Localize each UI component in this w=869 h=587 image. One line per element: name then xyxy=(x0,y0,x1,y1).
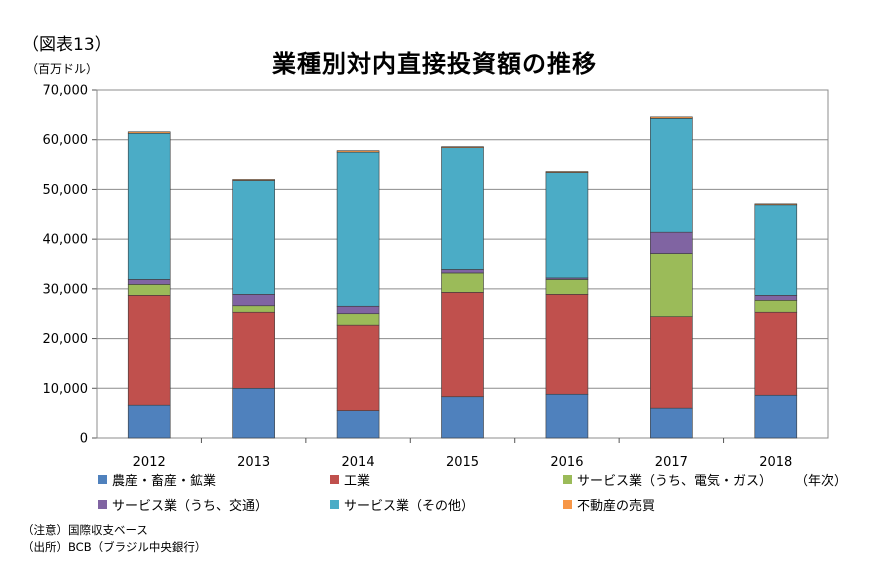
legend-swatch xyxy=(330,500,339,509)
bar-segment xyxy=(232,294,275,307)
legend-swatch xyxy=(98,500,107,509)
legend-swatch xyxy=(563,475,572,484)
legend-item: サービス業（うち、交通） xyxy=(98,495,268,514)
bar-segment xyxy=(545,172,589,279)
bar-segment xyxy=(127,132,171,280)
bar-segment xyxy=(127,284,171,296)
bar-segment xyxy=(754,394,798,439)
bar-segment xyxy=(336,305,380,315)
legend-label: 不動産の売買 xyxy=(577,499,656,514)
note-line: （注意）国際収支ベース xyxy=(22,523,148,537)
y-tick-label: 0 xyxy=(80,432,88,447)
y-tick-label: 40,000 xyxy=(43,233,89,248)
bar-segment xyxy=(441,396,484,439)
bar-segment xyxy=(127,404,171,439)
y-tick-label: 70,000 xyxy=(43,84,89,99)
y-tick-label: 30,000 xyxy=(43,282,89,297)
bar-segment xyxy=(441,292,484,398)
legend-item: サービス業（その他） xyxy=(330,495,474,514)
legend-item: 農産・畜産・鉱業 xyxy=(98,470,216,489)
chart-notes: （注意）国際収支ベース （出所）BCB（ブラジル中央銀行） xyxy=(22,522,206,556)
bar-segment xyxy=(336,324,380,411)
y-tick-label: 10,000 xyxy=(43,382,89,397)
bar-segment xyxy=(336,151,380,307)
bar-segment xyxy=(127,295,171,406)
bar-segment xyxy=(232,180,275,295)
legend-swatch xyxy=(563,500,572,509)
bar-segment xyxy=(545,294,589,395)
bar-segment xyxy=(232,311,275,389)
note-line: （出所）BCB（ブラジル中央銀行） xyxy=(22,540,207,554)
bar-segment xyxy=(441,147,484,270)
x-tick-label: 2015 xyxy=(446,455,479,470)
legend-swatch xyxy=(98,475,107,484)
bar-segment xyxy=(650,407,693,439)
x-tick-label: 2016 xyxy=(550,455,583,470)
bar-segment xyxy=(545,171,589,173)
bar-segment xyxy=(650,116,693,119)
legend-label: サービス業（うち、電気・ガス） xyxy=(577,474,773,489)
bar-segment xyxy=(754,311,798,396)
legend-label: サービス業（うち、交通） xyxy=(112,499,269,514)
x-tick-label: 2012 xyxy=(133,455,166,470)
y-tick-label: 50,000 xyxy=(43,183,89,198)
bar-segment xyxy=(754,299,798,313)
legend-item: 不動産の売買 xyxy=(563,495,655,514)
y-tick-label: 20,000 xyxy=(43,332,89,347)
legend-swatch xyxy=(330,475,339,484)
bar-segment xyxy=(650,231,693,254)
y-axis-unit-label: （百万ドル） xyxy=(26,62,99,76)
legend-label: サービス業（その他） xyxy=(344,499,475,514)
bar-segment xyxy=(127,131,171,134)
legend-item: サービス業（うち、電気・ガス） xyxy=(563,470,772,489)
bar-segment xyxy=(441,269,484,274)
bar-segment xyxy=(336,410,380,439)
bar-segment xyxy=(545,279,589,295)
legend-label: 農産・畜産・鉱業 xyxy=(112,474,217,489)
bar-segment xyxy=(336,313,380,326)
bar-segment xyxy=(754,295,798,301)
bar-segment xyxy=(754,204,798,296)
x-tick-label: 2017 xyxy=(655,455,688,470)
x-axis-unit-label: （年次） xyxy=(795,474,848,489)
chart-legend: 農産・畜産・鉱業 工業 サービス業（うち、電気・ガス） サービス業（うち、交通） サービ… xyxy=(98,470,798,520)
bar-segment xyxy=(650,316,693,409)
bar-segment xyxy=(441,146,484,148)
x-tick-label: 2014 xyxy=(342,455,375,470)
chart-title: 業種別対内直接投資額の推移 xyxy=(272,50,597,78)
bar-segment xyxy=(545,393,589,439)
x-tick-label: 2013 xyxy=(237,455,270,470)
bar-segment xyxy=(127,279,171,285)
x-tick-label: 2018 xyxy=(759,455,792,470)
bar-segment xyxy=(232,387,275,439)
bar-segment xyxy=(650,253,693,317)
y-tick-label: 60,000 xyxy=(43,133,89,148)
bar-segment xyxy=(336,150,380,153)
figure-label: （図表13） xyxy=(22,35,112,55)
legend-item: 工業 xyxy=(330,470,370,489)
bar-segment xyxy=(232,305,275,313)
bar-segment xyxy=(754,203,798,206)
bar-segment xyxy=(650,118,693,233)
bar-segment xyxy=(441,272,484,293)
legend-label: 工業 xyxy=(344,474,371,489)
bar-segment xyxy=(232,179,275,181)
